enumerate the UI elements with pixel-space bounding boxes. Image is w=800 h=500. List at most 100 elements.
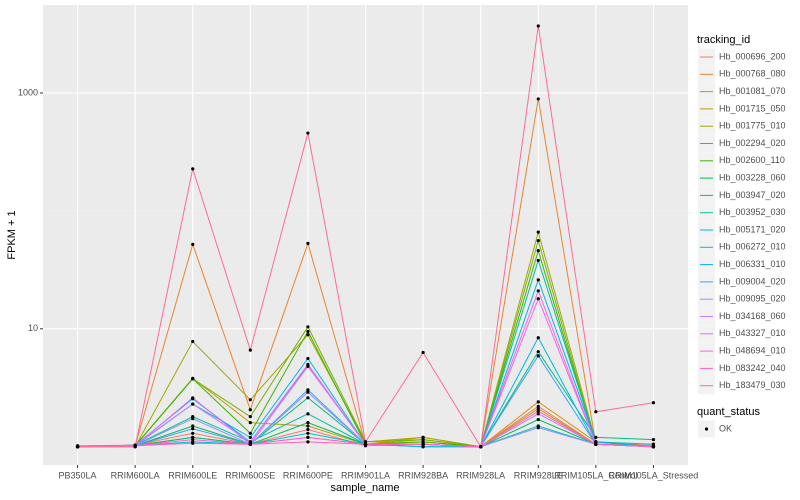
point (536, 350, 540, 354)
point (536, 354, 540, 358)
point (306, 241, 310, 245)
point (306, 412, 310, 416)
x-tick-label: PB350LA (59, 470, 97, 480)
point (594, 410, 598, 414)
x-tick-label: RRIM105LA_Stressed (609, 470, 699, 480)
point (306, 440, 310, 444)
point (306, 431, 310, 435)
point (421, 350, 425, 355)
point (536, 404, 540, 408)
point (651, 445, 656, 449)
point (191, 437, 195, 442)
point (536, 297, 540, 301)
point (248, 348, 252, 352)
legend-label: Hb_001775_010 (719, 121, 786, 131)
point (191, 441, 195, 445)
point (248, 421, 252, 425)
legend-label: Hb_003228_060 (719, 172, 786, 182)
x-tick-label: RRIM105LA_Control (554, 470, 637, 480)
point (306, 396, 310, 400)
y-tick-label: 10 (28, 323, 38, 333)
point (75, 445, 80, 449)
point (363, 440, 368, 444)
point (248, 442, 252, 446)
point (248, 398, 252, 402)
x-tick-label: RRIM928BA (398, 470, 448, 480)
legend-label: Hb_005171_020 (719, 224, 786, 234)
x-tick-label: RRIM600PE (283, 470, 333, 480)
point (536, 238, 540, 243)
point (306, 390, 310, 394)
point (191, 402, 195, 406)
point (191, 167, 195, 171)
x-tick-label: RRIM928LE (514, 470, 563, 480)
legend-label: Hb_183479_030 (719, 380, 786, 390)
point (306, 329, 310, 334)
legend-label: Hb_043327_010 (719, 328, 786, 338)
point (536, 278, 540, 282)
point (421, 445, 425, 449)
point (306, 325, 310, 329)
point (248, 415, 252, 419)
point (306, 356, 310, 361)
legend-label: Hb_003952_030 (719, 207, 786, 217)
point (421, 442, 425, 446)
point (479, 445, 483, 449)
point (306, 427, 310, 432)
point (536, 24, 540, 28)
legend-label: Hb_001081_070 (719, 86, 786, 96)
x-tick-label: RRIM600LA (111, 470, 160, 480)
point (248, 435, 252, 439)
point (191, 339, 195, 344)
point (651, 442, 656, 446)
x-tick-label: RRIM600LE (168, 470, 217, 480)
legend-label: Hb_006331_010 (719, 259, 786, 269)
point (133, 445, 137, 449)
point (306, 364, 310, 368)
point (306, 388, 310, 392)
point (536, 289, 540, 293)
point (594, 442, 598, 446)
point (306, 131, 310, 135)
point (306, 333, 310, 337)
shape-legend-title: quant_status (697, 406, 760, 418)
point (594, 440, 598, 444)
point (191, 242, 195, 246)
x-tick-label: RRIM600SE (225, 470, 275, 480)
legend-label: Hb_000696_200 (719, 51, 786, 61)
point (651, 401, 656, 405)
point (536, 409, 540, 413)
point (421, 440, 425, 444)
legend-label: Hb_083242_040 (719, 363, 786, 373)
legend-label: Hb_034168_060 (719, 311, 786, 321)
point (536, 336, 540, 340)
legend-label: Hb_000768_080 (719, 69, 786, 79)
point (248, 408, 252, 412)
legend-label: Hb_002294_020 (719, 138, 786, 148)
point (651, 437, 656, 442)
point (191, 431, 195, 435)
point (306, 435, 310, 439)
legend-label: Hb_002600_110 (719, 155, 785, 165)
point (248, 431, 252, 435)
x-tick-label: RRIM928LA (456, 470, 505, 480)
point (536, 230, 540, 234)
legend-label: Hb_048694_010 (719, 345, 786, 355)
point (306, 421, 310, 425)
point (536, 249, 540, 253)
legend-label: Hb_006272_010 (719, 242, 786, 252)
x-tick-label: RRIM901LA (341, 470, 390, 480)
point (191, 417, 195, 421)
point (536, 412, 540, 416)
point (536, 407, 540, 411)
point (536, 426, 540, 430)
point (421, 437, 425, 442)
legend-label: Hb_009004_020 (719, 276, 786, 286)
legend-label: Hb_001715_050 (719, 103, 786, 113)
point (191, 427, 195, 431)
x-axis-title: sample_name (330, 482, 399, 494)
legend-point (704, 427, 709, 431)
y-axis-title: FPKM + 1 (6, 210, 18, 259)
legend-label: OK (719, 423, 732, 433)
